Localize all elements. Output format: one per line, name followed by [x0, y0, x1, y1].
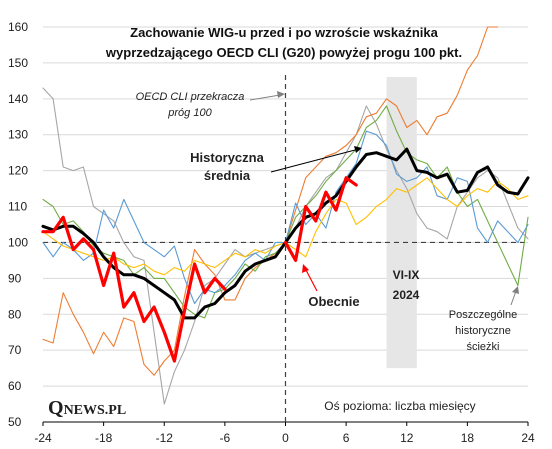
x-tick-label: 0 [282, 431, 289, 445]
y-tick-label: 120 [8, 164, 28, 178]
threshold-arrowhead [277, 91, 285, 98]
y-tick-label: 80 [8, 307, 22, 321]
current-line [41, 176, 358, 363]
y-tick-label: 70 [8, 343, 22, 357]
x-tick-label: 12 [400, 431, 414, 445]
average-annotation-line-1: Historyczna [190, 150, 264, 165]
chart-title-line-1: Zachowanie WIG-u przed i po wzroście wsk… [130, 25, 439, 40]
current-arrowhead [302, 264, 309, 273]
shaded-period [386, 77, 417, 369]
x-tick-label: 6 [343, 431, 350, 445]
y-tick-label: 150 [8, 56, 28, 70]
x-tick-label: -6 [220, 431, 231, 445]
threshold-annotation-line-1: OECD CLI przekracza [136, 91, 245, 103]
x-tick-label: -12 [156, 431, 174, 445]
average-annotation-line-2: średnia [204, 168, 251, 183]
y-tick-label: 50 [8, 415, 22, 429]
y-tick-label: 100 [8, 235, 28, 249]
paths-annotation-line-2: historyczne [455, 325, 511, 337]
x-tick-label: -24 [34, 431, 52, 445]
y-tick-label: 130 [8, 128, 28, 142]
series-group [41, 26, 530, 405]
x-tick-label: 18 [461, 431, 475, 445]
qnews-logo: QNEWS.PL [48, 397, 126, 419]
reference-lines [43, 75, 528, 422]
paths-arrow [510, 290, 517, 306]
x-axis-label: Oś pozioma: liczba miesięcy [324, 399, 475, 413]
shaded-period-label-2: 2024 [393, 288, 420, 302]
y-tick-label: 160 [8, 20, 28, 34]
threshold-arrow [249, 94, 281, 101]
current-arrow [305, 269, 318, 292]
historical-path-line [42, 26, 499, 376]
shaded-period-label-1: VI-IX [393, 268, 420, 282]
chart-title-line-2: wyprzedzającego OECD CLI (G20) powyżej p… [105, 45, 462, 60]
y-tick-label: 60 [8, 379, 22, 393]
x-tick-label: 24 [521, 431, 535, 445]
x-tick-label: -18 [95, 431, 113, 445]
average-arrowhead [354, 146, 362, 153]
threshold-annotation-line-2: próg 100 [167, 107, 212, 119]
current-annotation: Obecnie [308, 294, 359, 309]
average-arrow [270, 149, 356, 173]
paths-annotation-line-3: ścieżki [466, 341, 499, 353]
paths-arrowhead [512, 286, 519, 294]
y-tick-label: 110 [8, 200, 27, 214]
y-tick-label: 140 [8, 92, 28, 106]
paths-annotation-line-1: Poszczególne [449, 309, 518, 321]
y-tick-label: 90 [8, 271, 22, 285]
